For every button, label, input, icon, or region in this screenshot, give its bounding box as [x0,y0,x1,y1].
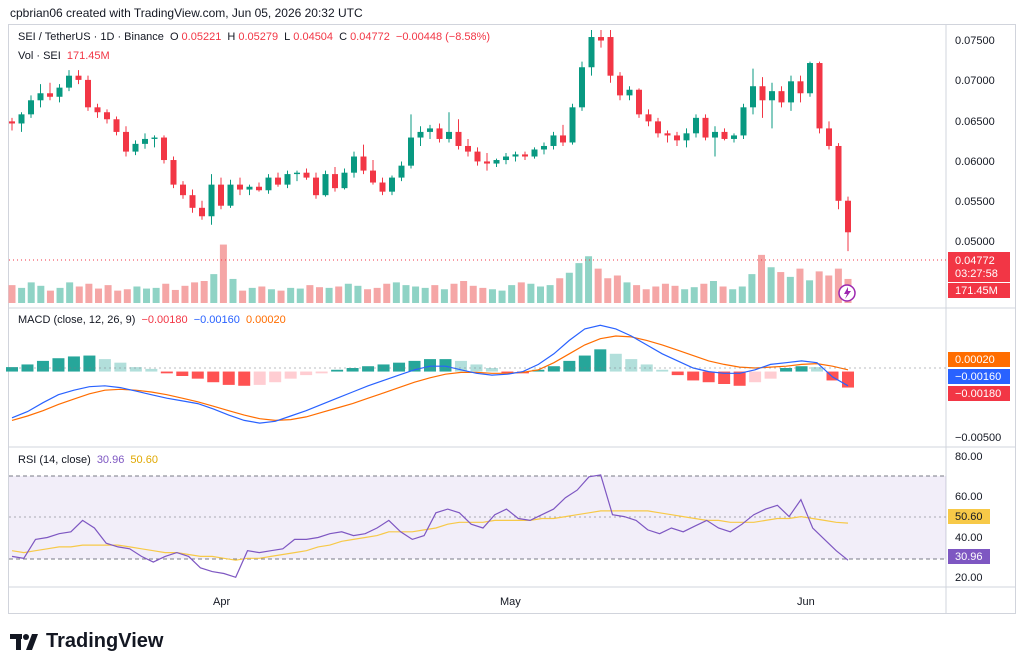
high-value: 0.05279 [238,31,279,43]
high-label: H [227,31,236,43]
rsi-label[interactable]: RSI (14, close) [18,454,91,466]
change-value: −0.00448 (−8.58%) [395,31,491,43]
macd-signal-value: 0.00020 [245,314,286,326]
tradingview-logo-icon [10,633,38,650]
chart-frame [8,24,1016,614]
chart-header: cpbrian06 created with TradingView.com, … [10,6,363,20]
open-value: 0.05221 [181,31,222,43]
macd-label[interactable]: MACD (close, 12, 26, 9) [18,314,136,326]
symbol-label[interactable]: SEI / TetherUS · 1D · Binance [18,31,164,43]
macd-hist-value: −0.00180 [141,314,188,326]
volume-label[interactable]: Vol · SEI [18,50,61,62]
volume-value: 171.45M [66,50,110,62]
rsi-ma-value: 50.60 [130,454,158,466]
low-label: L [284,31,291,43]
low-value: 0.04504 [293,31,334,43]
brand-name: TradingView [46,630,164,652]
close-value: 0.04772 [350,31,390,43]
rsi-value: 30.96 [96,454,125,466]
macd-legend: MACD (close, 12, 26, 9) −0.00180 −0.0016… [18,314,289,326]
close-label: C [339,31,348,43]
open-label: O [169,31,179,43]
price-legend: SEI / TetherUS · 1D · Binance O 0.05221 H… [18,31,493,43]
macd-line-value: −0.00160 [193,314,240,326]
volume-legend: Vol · SEI 171.45M [18,50,113,62]
brand-logo[interactable]: TradingView [10,630,163,653]
rsi-legend: RSI (14, close) 30.96 50.60 [18,454,161,466]
